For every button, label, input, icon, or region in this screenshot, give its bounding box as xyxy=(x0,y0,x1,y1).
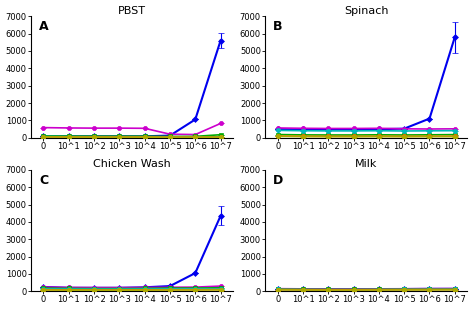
Title: Spinach: Spinach xyxy=(344,6,389,16)
Title: PBST: PBST xyxy=(118,6,146,16)
Title: Milk: Milk xyxy=(355,159,377,169)
Text: C: C xyxy=(39,174,48,187)
Text: B: B xyxy=(273,20,283,33)
Text: A: A xyxy=(39,20,48,33)
Title: Chicken Wash: Chicken Wash xyxy=(93,159,171,169)
Text: D: D xyxy=(273,174,283,187)
